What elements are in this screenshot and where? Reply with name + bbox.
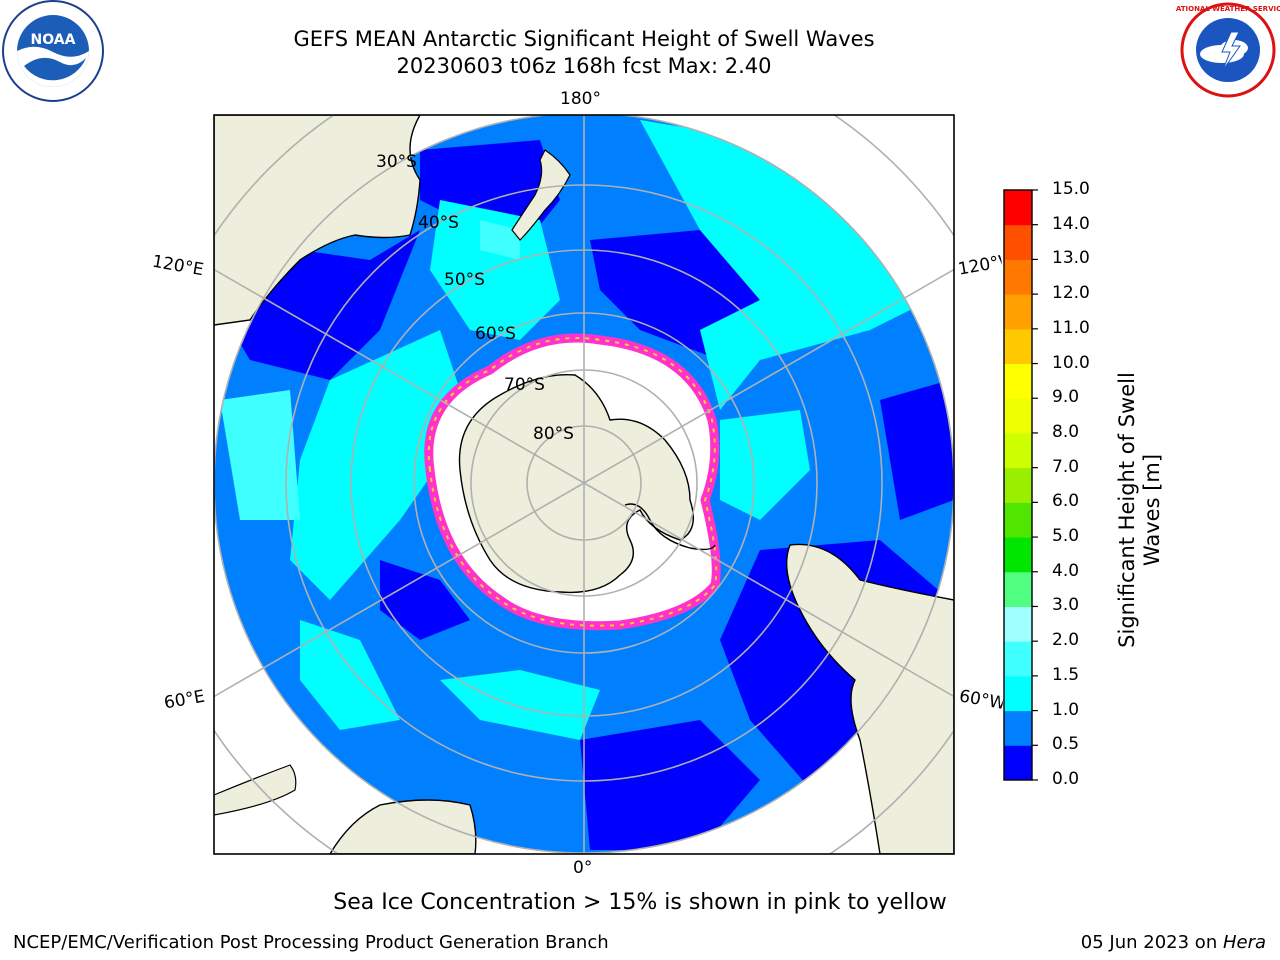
antarctica-land <box>458 373 694 594</box>
colorbar-tick-label: 12.0 <box>1052 283 1090 304</box>
colorbar-segment <box>1004 675 1032 712</box>
colorbar-segment <box>1004 641 1032 677</box>
footer-date: 05 Jun 2023 on Hera <box>1081 932 1266 953</box>
colorbar-segment <box>1004 259 1032 295</box>
plot-title-line1: GEFS MEAN Antarctic Significant Height o… <box>293 27 875 51</box>
colorbar-segment <box>1004 328 1032 365</box>
footer-host: Hera <box>1222 932 1266 953</box>
colorbar-tick-label: 6.0 <box>1052 491 1080 512</box>
nws-logo-text: NATIONAL WEATHER SERVICE <box>1176 5 1280 13</box>
plot-title-line2: 20230603 t06z 168h fcst Max: 2.40 <box>396 54 772 78</box>
lat-label-40s: 40°S <box>418 213 459 233</box>
madagascar-land <box>214 764 297 816</box>
colorbar-tick-label: 13.0 <box>1052 248 1090 269</box>
colorbar-tick-label: 2.0 <box>1052 630 1080 651</box>
africa-land <box>329 799 477 854</box>
colorbar-tick-label: 11.0 <box>1052 317 1090 338</box>
colorbar-segment <box>1004 502 1032 538</box>
footer-branch: NCEP/EMC/Verification Post Processing Pr… <box>13 932 609 953</box>
colorbar-segment <box>1004 571 1032 607</box>
colorbar-segment <box>1004 537 1032 573</box>
colorbar-segment <box>1004 224 1032 260</box>
national-weather-service-logo: NATIONAL WEATHER SERVICE <box>1176 2 1280 98</box>
colorbar-tick-label: 8.0 <box>1052 421 1080 442</box>
colorbar-tick-label: 15.0 <box>1052 179 1090 199</box>
lat-label-80s: 80°S <box>533 424 574 444</box>
colorbar-segment <box>1004 606 1032 642</box>
colorbar-tick-label: 10.0 <box>1052 352 1090 373</box>
lat-label-70s: 70°S <box>504 375 545 395</box>
lon-label-180: 180° <box>560 89 601 109</box>
colorbar-tick-label: 9.0 <box>1052 387 1080 408</box>
south-america-land <box>785 543 954 854</box>
noaa-logo-text: NOAA <box>31 32 76 48</box>
colorbar-tick-label: 1.5 <box>1052 664 1080 685</box>
colorbar-segment <box>1004 363 1032 399</box>
australia-land <box>214 115 421 326</box>
lon-label-0: 0° <box>573 858 593 878</box>
colorbar-segment <box>1004 398 1032 434</box>
footer-date-text: 05 Jun 2023 on <box>1080 932 1223 953</box>
sea-ice-caption: Sea Ice Concentration > 15% is shown in … <box>333 890 947 915</box>
colorbar-tick-label: 7.0 <box>1052 456 1080 477</box>
lat-label-50s: 50°S <box>444 270 485 290</box>
colorbar-tick-label: 0.0 <box>1052 769 1080 789</box>
colorbar-segment <box>1004 467 1032 503</box>
colorbar <box>1003 189 1038 781</box>
colorbar-segment <box>1004 745 1032 781</box>
colorbar-tick-label: 5.0 <box>1052 526 1080 547</box>
colorbar-segment <box>1004 294 1032 330</box>
colorbar-segment <box>1004 710 1032 746</box>
lat-label-60s: 60°S <box>475 324 516 344</box>
colorbar-tick-label: 1.0 <box>1052 699 1080 720</box>
colorbar-tick-label: 3.0 <box>1052 595 1080 616</box>
longitude-gridlines <box>214 115 954 854</box>
colorbar-tick-label: 4.0 <box>1052 560 1080 581</box>
colorbar-tick-label: 0.5 <box>1052 734 1080 755</box>
map-frame <box>213 114 955 855</box>
colorbar-segment <box>1004 432 1032 469</box>
colorbar-tick-label: 14.0 <box>1052 213 1090 234</box>
colorbar-segment <box>1004 190 1032 226</box>
colorbar-frame <box>1003 189 1033 781</box>
colorbar-label: Significant Height of Swell Waves [m] <box>1115 372 1164 648</box>
lat-label-30s: 30°S <box>376 152 417 172</box>
noaa-logo: NOAA <box>2 0 104 102</box>
